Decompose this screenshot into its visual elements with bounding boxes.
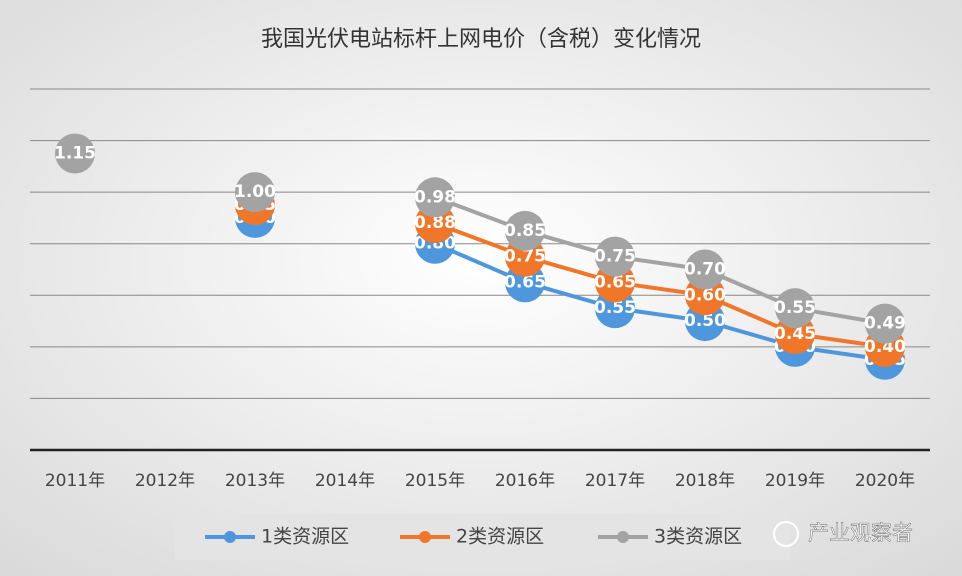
data-point bbox=[235, 172, 275, 213]
x-tick-label: 2020年 bbox=[855, 471, 915, 491]
data-label: 0.65 bbox=[594, 272, 636, 292]
x-tick-label: 2019年 bbox=[765, 471, 825, 491]
data-label: 0.65 bbox=[504, 272, 546, 292]
x-tick-label: 2012年 bbox=[135, 471, 195, 491]
x-tick-label: 2013年 bbox=[225, 471, 285, 491]
data-point bbox=[865, 303, 905, 344]
legend-marker bbox=[419, 531, 431, 543]
data-label: 0.40 bbox=[864, 337, 906, 357]
legend-label: 2类资源区 bbox=[456, 526, 544, 548]
legend-box bbox=[175, 514, 790, 560]
data-point bbox=[55, 133, 95, 174]
data-point bbox=[775, 288, 815, 329]
legend-marker bbox=[617, 531, 629, 543]
data-label: 1.00 bbox=[234, 182, 276, 202]
watermark: 产业观察者 bbox=[773, 521, 913, 547]
data-label: 0.88 bbox=[414, 213, 456, 233]
chart-title: 我国光伏电站标杆上网电价（含税）变化情况 bbox=[261, 27, 701, 52]
data-label: 0.55 bbox=[594, 298, 636, 318]
legend-label: 3类资源区 bbox=[654, 526, 742, 548]
data-label: 0.98 bbox=[414, 187, 456, 207]
x-tick-label: 2011年 bbox=[45, 471, 105, 491]
x-tick-label: 2016年 bbox=[495, 471, 555, 491]
data-label: 0.75 bbox=[504, 247, 546, 267]
x-tick-label: 2017年 bbox=[585, 471, 645, 491]
data-label: 0.49 bbox=[864, 314, 906, 334]
data-point bbox=[685, 249, 725, 290]
data-label: 1.15 bbox=[54, 143, 96, 163]
data-point bbox=[415, 177, 455, 218]
x-tick-label: 2014年 bbox=[315, 471, 375, 491]
data-label: 0.60 bbox=[684, 285, 726, 305]
watermark-icon bbox=[773, 521, 799, 547]
watermark-text: 产业观察者 bbox=[808, 521, 913, 545]
data-label: 0.50 bbox=[684, 311, 726, 331]
data-point bbox=[505, 210, 545, 251]
data-label: 0.85 bbox=[504, 221, 546, 241]
legend-label: 1类资源区 bbox=[261, 526, 349, 548]
x-tick-label: 2015年 bbox=[405, 471, 465, 491]
data-point bbox=[595, 236, 635, 277]
data-label: 0.70 bbox=[684, 260, 726, 280]
data-label: 0.75 bbox=[594, 247, 636, 267]
legend-marker bbox=[224, 531, 236, 543]
data-label: 0.55 bbox=[774, 298, 816, 318]
data-label: 0.45 bbox=[774, 324, 816, 344]
x-tick-label: 2018年 bbox=[675, 471, 735, 491]
